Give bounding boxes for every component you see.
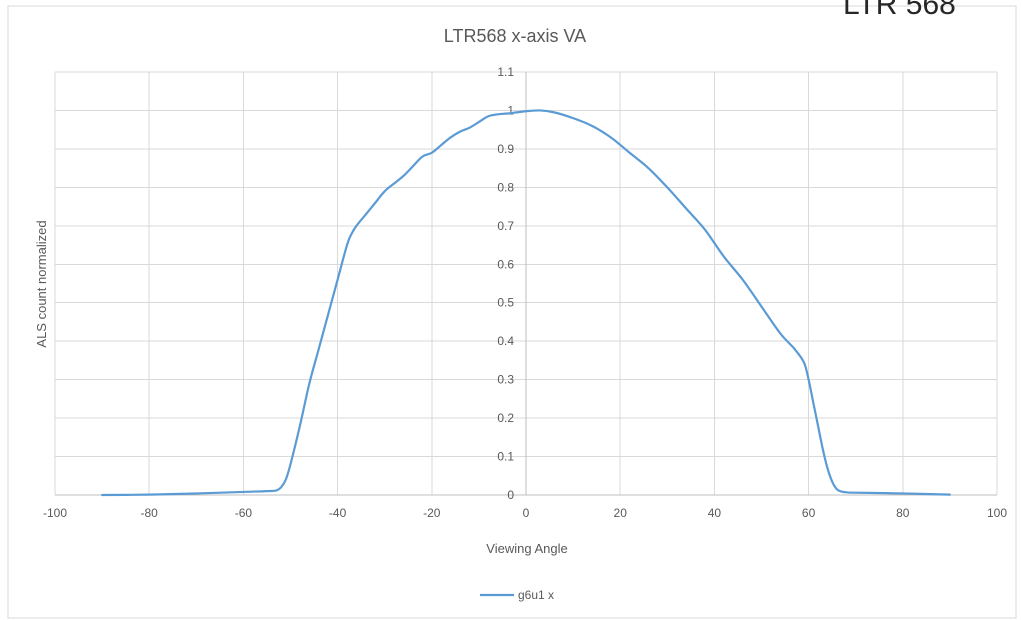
series-line-0: [101, 109, 951, 497]
chart-frame: [7, 5, 1017, 619]
x-tick-label-4: -20: [423, 506, 441, 520]
x-tick-label-10: 100: [987, 506, 1007, 520]
x-tick-label-3: -40: [329, 506, 347, 520]
y-tick-label-11: 1.1: [497, 65, 514, 79]
chart-title: LTR568 x-axis VA: [444, 26, 586, 46]
x-tick-label-1: -80: [141, 506, 159, 520]
x-tick-label-7: 40: [708, 506, 722, 520]
x-tick-label-0: -100: [43, 506, 67, 520]
y-tick-label-5: 0.5: [497, 296, 514, 310]
x-axis-title: Viewing Angle: [486, 541, 567, 556]
y-tick-label-1: 0.1: [497, 450, 514, 464]
y-tick-label-0: 0: [507, 488, 514, 502]
y-tick-label-6: 0.6: [497, 257, 514, 271]
legend: g6u1 x: [480, 588, 554, 602]
corner-text: LTR 568: [843, 0, 956, 21]
legend-label: g6u1 x: [518, 588, 554, 602]
series-layer: [101, 109, 951, 497]
x-tick-label-5: 0: [523, 506, 530, 520]
y-tick-label-8: 0.8: [497, 180, 514, 194]
y-axis-title: ALS count normalized: [34, 220, 49, 347]
y-tick-label-9: 0.9: [497, 142, 514, 156]
x-tick-label-6: 20: [614, 506, 628, 520]
x-tick-label-8: 60: [802, 506, 816, 520]
y-tick-label-3: 0.3: [497, 373, 514, 387]
x-tick-label-9: 80: [896, 506, 910, 520]
y-tick-label-4: 0.4: [497, 334, 514, 348]
tick-label-layer: -100 -80 -60 -40 -20 0 20 40 60 80 100 0 0.1 0.2 0.3 0.…: [43, 65, 1007, 520]
y-tick-label-2: 0.2: [497, 411, 514, 425]
y-tick-label-10: 1: [507, 103, 514, 117]
x-tick-label-2: -60: [235, 506, 253, 520]
y-tick-label-7: 0.7: [497, 219, 514, 233]
axis-layer: [55, 72, 997, 496]
